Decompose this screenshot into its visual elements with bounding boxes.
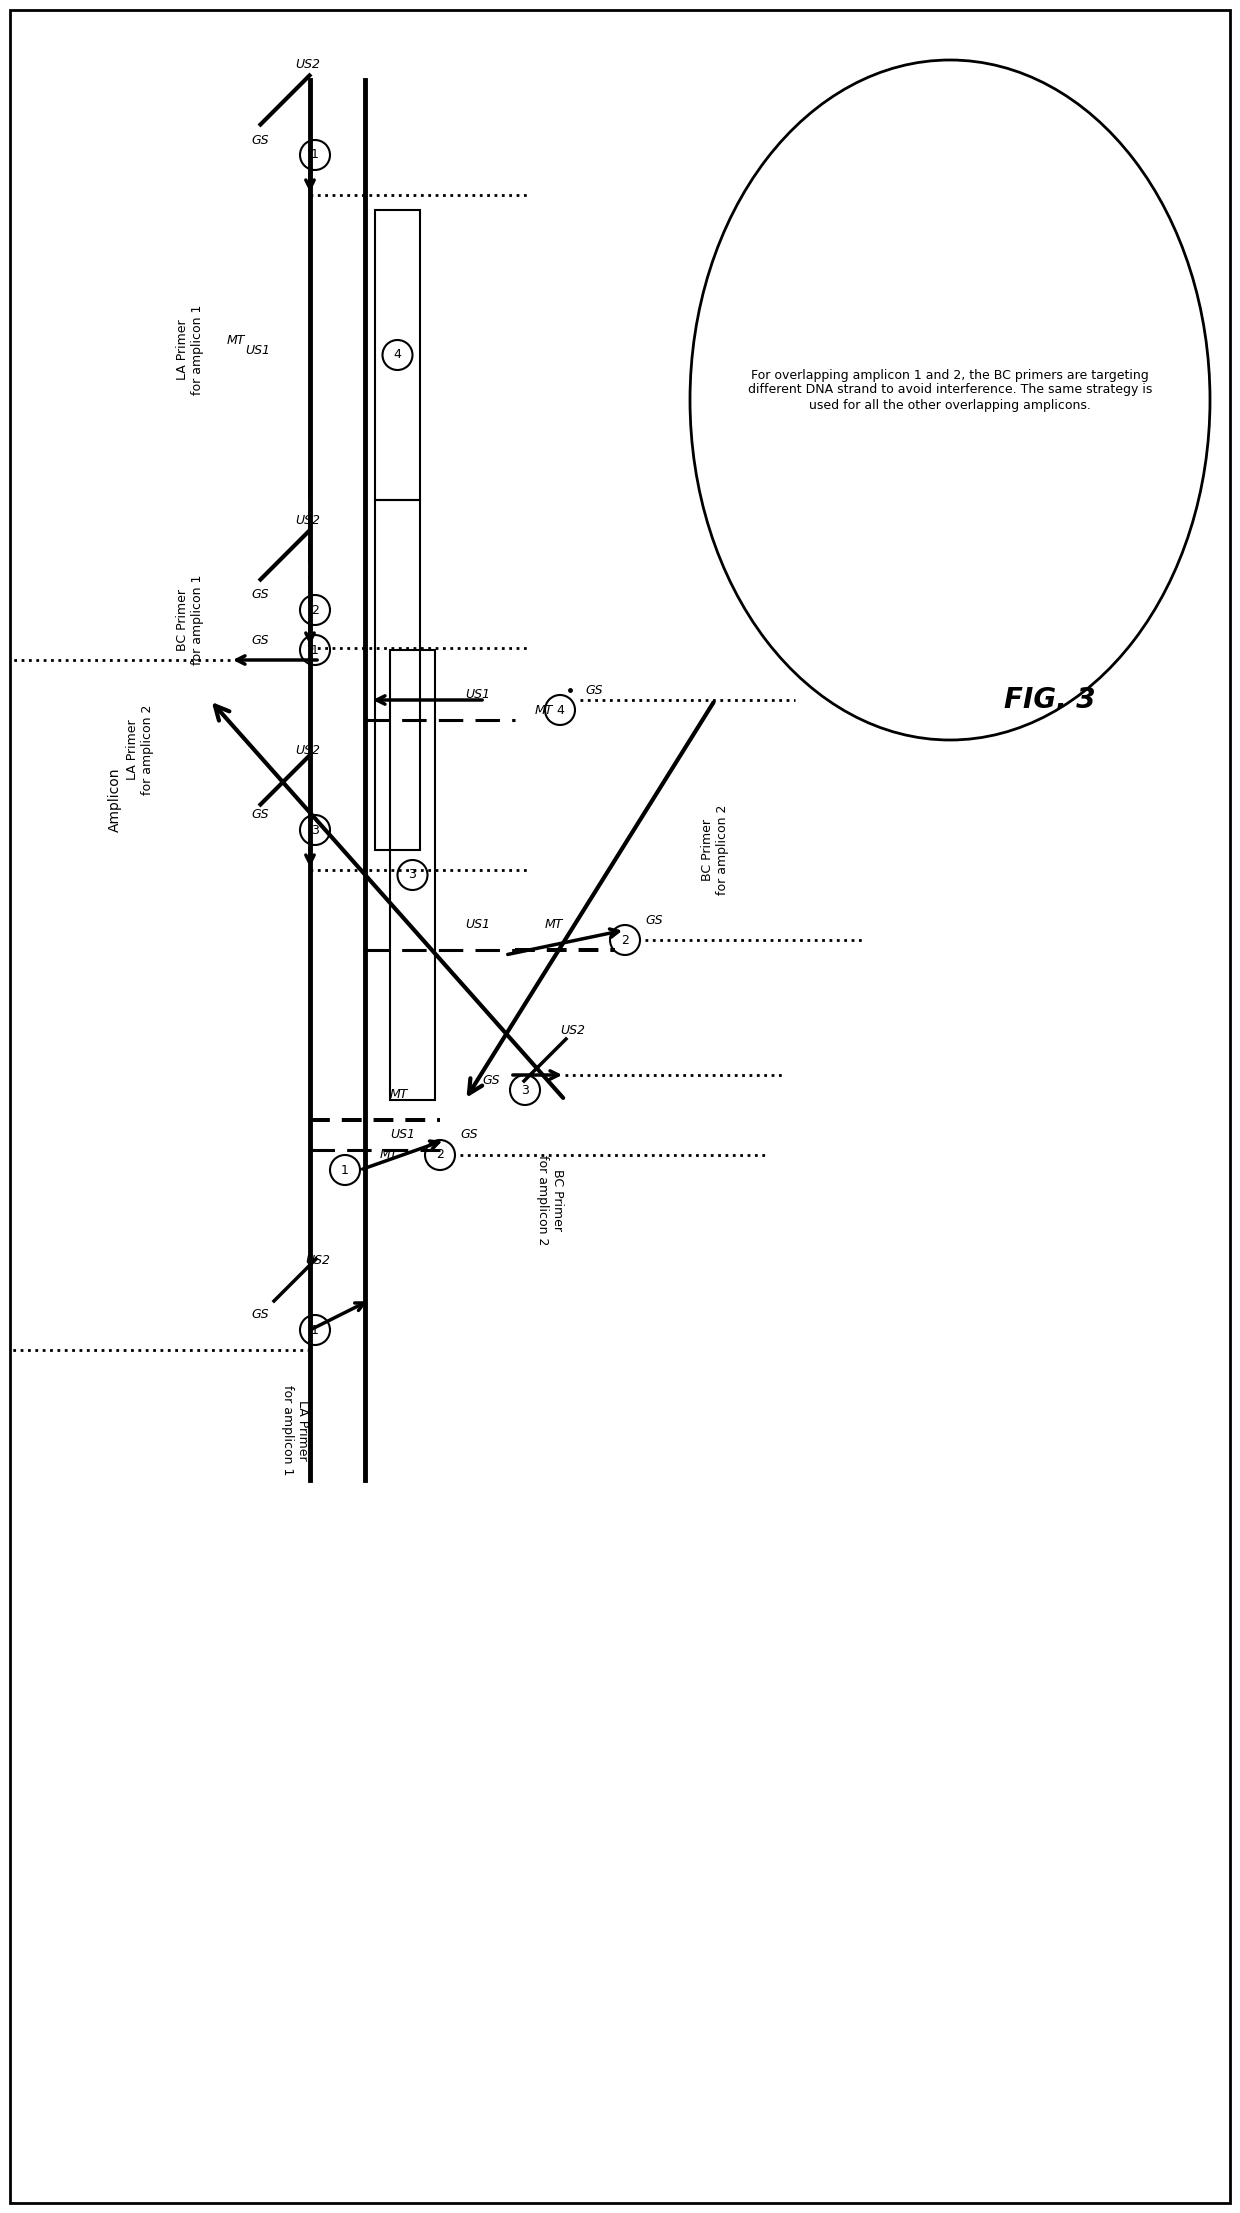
Text: GS: GS: [585, 684, 603, 697]
Text: GS: GS: [252, 1308, 269, 1321]
Text: 1: 1: [311, 1323, 319, 1337]
Text: MT: MT: [546, 918, 563, 932]
Text: 3: 3: [408, 867, 417, 881]
Text: 1: 1: [311, 644, 319, 657]
Text: GS: GS: [252, 589, 269, 602]
Text: GS: GS: [645, 914, 662, 927]
Text: US1: US1: [246, 343, 270, 356]
Text: 4: 4: [393, 347, 402, 361]
Text: MT: MT: [379, 1149, 398, 1162]
Text: BC Primer
for amplicon 2: BC Primer for amplicon 2: [701, 806, 729, 896]
Text: US1: US1: [465, 918, 490, 932]
Text: 4: 4: [556, 704, 564, 717]
Text: GS: GS: [460, 1129, 477, 1142]
Text: MT: MT: [227, 334, 246, 347]
Text: 2: 2: [621, 934, 629, 947]
Text: 2: 2: [436, 1149, 444, 1162]
Text: LA Primer
for amplicon 1: LA Primer for amplicon 1: [281, 1385, 309, 1476]
Text: US1: US1: [391, 1129, 415, 1142]
Text: US1: US1: [465, 688, 490, 702]
Text: MT: MT: [391, 1089, 408, 1102]
Text: US2: US2: [560, 1022, 585, 1036]
Text: For overlapping amplicon 1 and 2, the BC primers are targeting
different DNA str: For overlapping amplicon 1 and 2, the BC…: [748, 370, 1152, 412]
Text: MT: MT: [534, 704, 553, 717]
Text: GS: GS: [252, 808, 269, 821]
Text: GS: GS: [482, 1073, 500, 1087]
Text: BC Primer
for amplicon 1: BC Primer for amplicon 1: [176, 575, 205, 666]
Text: LA Primer
for amplicon 1: LA Primer for amplicon 1: [176, 305, 205, 396]
Text: BC Primer
for amplicon 2: BC Primer for amplicon 2: [536, 1155, 564, 1246]
Text: LA Primer
for amplicon 2: LA Primer for amplicon 2: [126, 704, 154, 794]
Text: GS: GS: [252, 133, 269, 146]
Bar: [374, 210, 420, 500]
Text: US2: US2: [295, 744, 320, 757]
Bar: [391, 651, 435, 1100]
Text: US2: US2: [295, 513, 320, 527]
Text: 1: 1: [311, 148, 319, 162]
Text: FIG. 3: FIG. 3: [1004, 686, 1096, 715]
Bar: [374, 500, 420, 850]
Text: US2: US2: [305, 1253, 330, 1266]
Text: 1: 1: [341, 1164, 348, 1177]
Text: US2: US2: [295, 58, 320, 71]
Text: 3: 3: [521, 1084, 529, 1095]
Text: GS: GS: [252, 633, 269, 646]
Text: 3: 3: [311, 823, 319, 837]
Text: Amplicon: Amplicon: [108, 768, 122, 832]
Text: 2: 2: [311, 604, 319, 617]
